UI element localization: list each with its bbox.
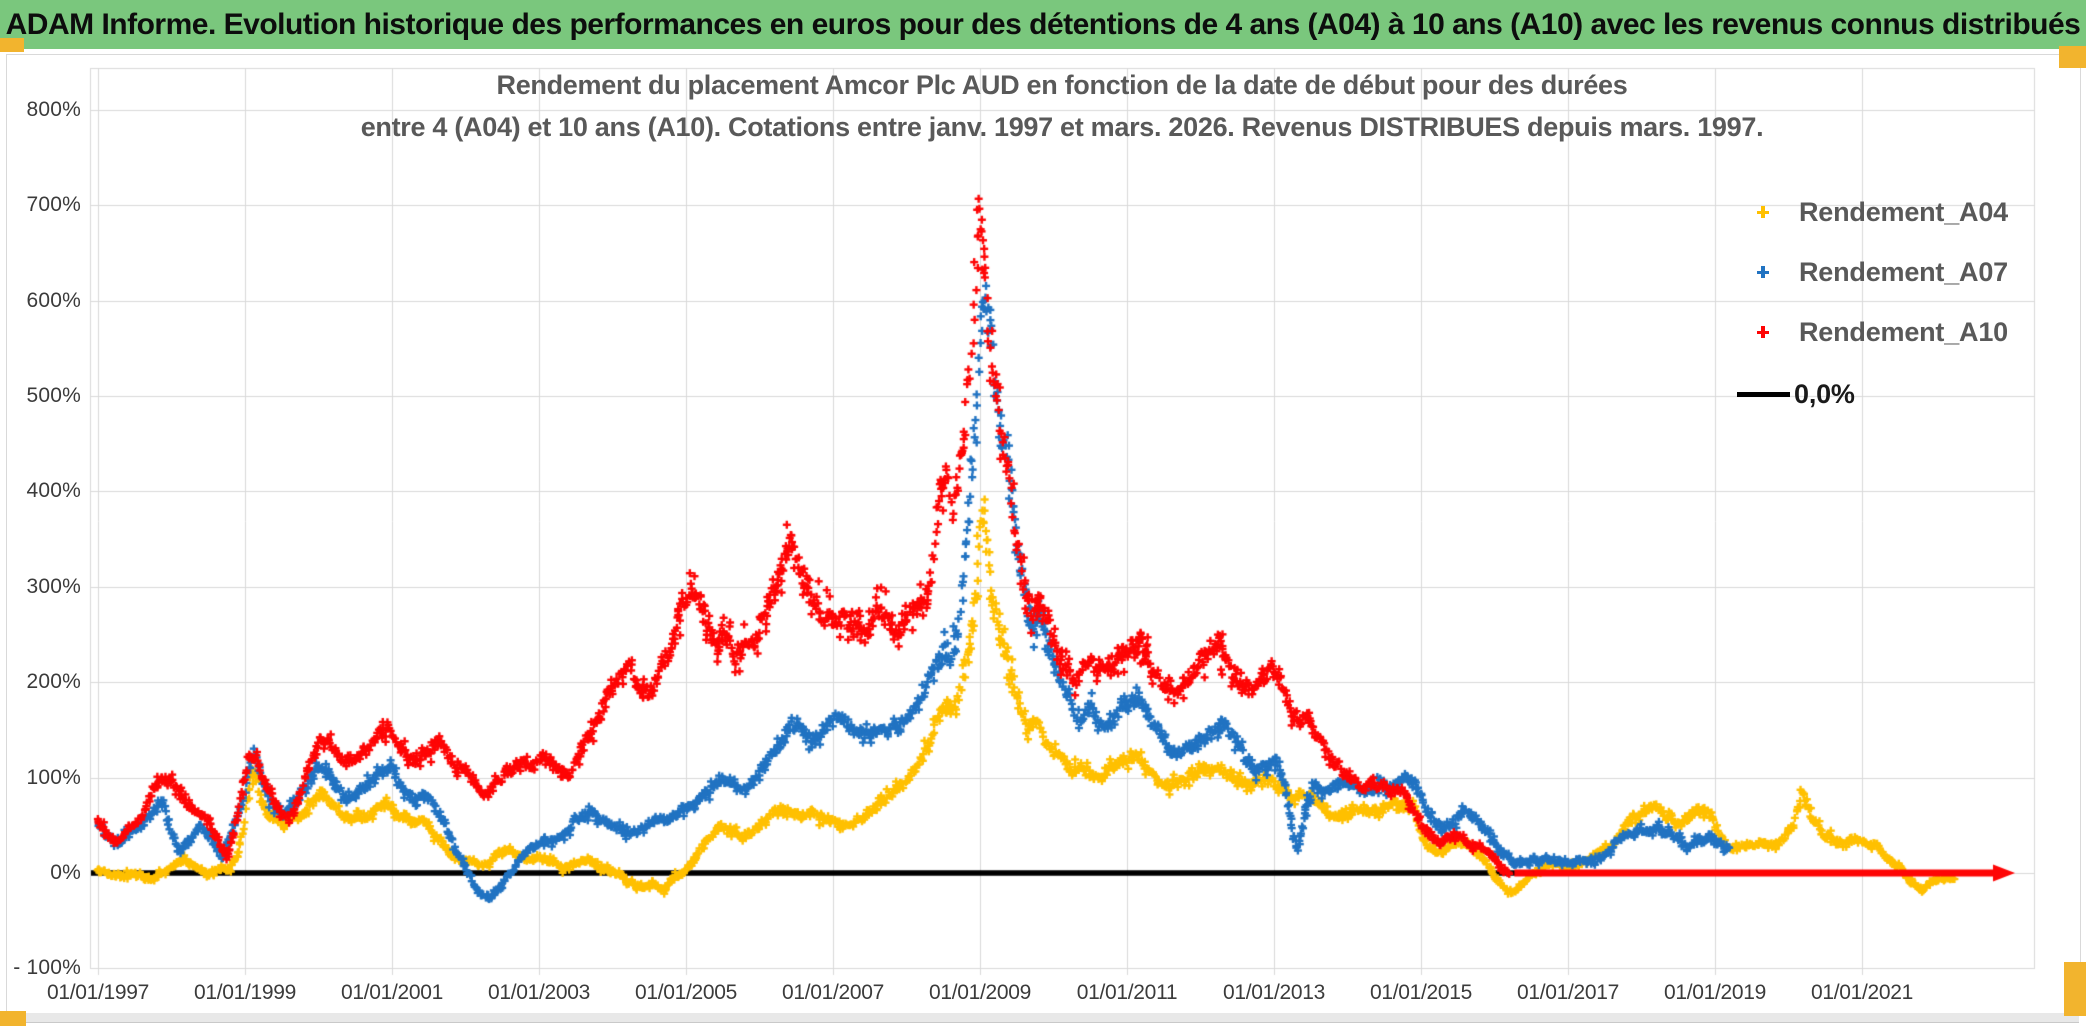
legend-label: Rendement_A04 [1799, 196, 2008, 227]
legend-item-0-0-[interactable]: 0,0% [1737, 377, 1855, 411]
x-axis-tick-label: 01/01/2017 [1516, 981, 1620, 1004]
x-axis-tick-label: 01/01/2003 [487, 981, 591, 1004]
x-axis-tick-label: 01/01/2005 [634, 981, 738, 1004]
y-axis-tick-label: - 100% [13, 956, 81, 980]
x-axis-tick-label: 01/01/2011 [1076, 981, 1178, 1004]
y-axis-tick-label: 700% [26, 193, 81, 217]
y-axis-tick-label: 200% [26, 670, 81, 694]
chart-title-line1: Rendement du placement Amcor Plc AUD en … [496, 70, 1628, 100]
chart-title-line2: entre 4 (A04) et 10 ans (A10). Cotations… [360, 112, 1764, 142]
x-axis-tick-label: 01/01/1999 [193, 981, 297, 1004]
x-axis-tick-label: 01/01/2015 [1369, 981, 1473, 1004]
x-axis-tick-label: 01/01/1997 [46, 981, 150, 1004]
x-axis-tick-label: 01/01/2007 [781, 981, 885, 1004]
y-axis-tick-label: 0% [50, 861, 81, 884]
legend-item-rendement-a10[interactable]: Rendement_A10 [1756, 315, 2008, 349]
x-axis-tick-label: 01/01/2021 [1810, 981, 1914, 1004]
x-axis-tick-label: 01/01/2013 [1222, 981, 1326, 1004]
legend-label: Rendement_A10 [1799, 316, 2008, 347]
y-axis-tick-label: 500% [26, 384, 81, 407]
x-axis-tick-label: 01/01/2009 [928, 981, 1032, 1004]
y-axis-tick-label: 100% [26, 765, 81, 789]
legend-label: Rendement_A07 [1799, 256, 2008, 287]
x-axis-tick-label: 01/01/2001 [340, 981, 444, 1004]
y-axis-tick-label: 800% [26, 97, 81, 121]
line-swatch-icon [1737, 391, 1790, 397]
plus-marker-icon [1756, 205, 1770, 219]
legend-label: 0,0% [1794, 378, 1855, 409]
y-axis-tick-label: 600% [26, 288, 81, 312]
plus-marker-icon [1756, 325, 1770, 339]
y-axis-tick-label: 300% [26, 574, 81, 598]
legend-item-rendement-a07[interactable]: Rendement_A07 [1756, 255, 2008, 289]
plus-marker-icon [1756, 265, 1770, 279]
x-axis-tick-label: 01/01/2019 [1663, 981, 1767, 1004]
legend-item-rendement-a04[interactable]: Rendement_A04 [1756, 195, 2008, 229]
y-axis-tick-label: 400% [26, 479, 81, 503]
